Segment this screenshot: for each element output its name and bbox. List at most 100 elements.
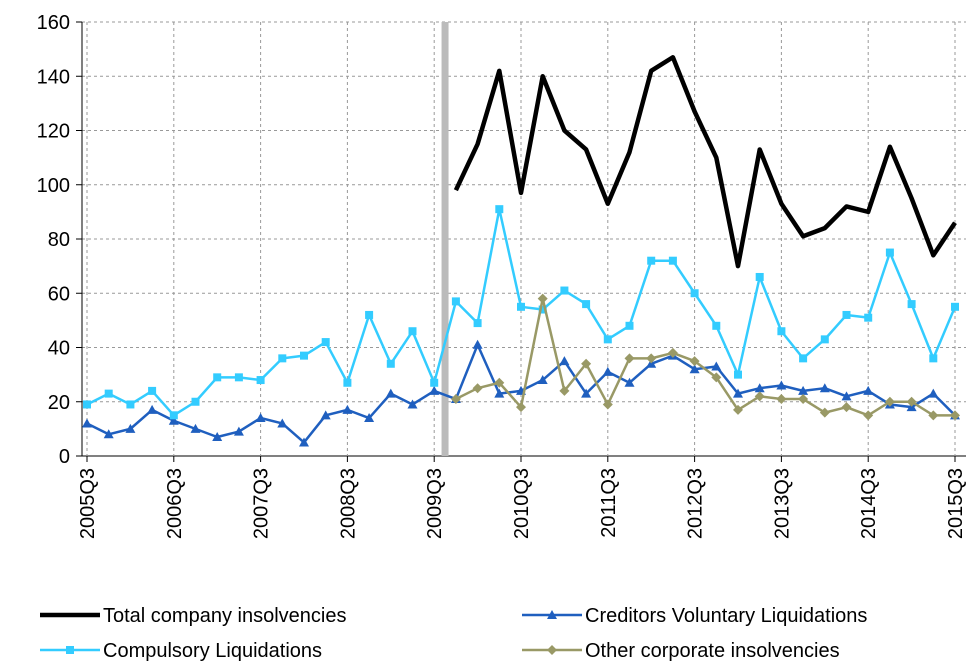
marker [820, 335, 829, 344]
marker [494, 388, 505, 398]
x-tick-label: 2011Q3 [598, 468, 620, 538]
marker [711, 372, 722, 383]
marker [776, 380, 787, 390]
marker [625, 321, 634, 330]
marker [559, 356, 570, 366]
marker [755, 272, 764, 281]
y-tick-label: 60 [48, 283, 70, 305]
marker [516, 402, 526, 413]
marker [928, 410, 939, 421]
marker [212, 432, 223, 442]
series-line [453, 55, 957, 269]
marker [559, 385, 570, 396]
y-tick-label: 40 [48, 338, 70, 360]
marker [602, 399, 613, 410]
marker [277, 418, 288, 428]
marker [754, 383, 765, 393]
y-tick-label: 120 [37, 121, 70, 143]
marker [537, 375, 548, 385]
marker [538, 305, 547, 314]
marker [125, 423, 136, 433]
marker [430, 378, 439, 387]
marker [602, 366, 613, 376]
marker [712, 321, 721, 330]
marker [233, 426, 244, 436]
x-tick-label: 2013Q3 [771, 468, 793, 539]
marker [863, 385, 874, 395]
marker [147, 404, 158, 414]
marker [646, 353, 657, 364]
marker [547, 645, 557, 655]
marker [450, 394, 461, 405]
y-tick-label: 160 [37, 12, 70, 34]
marker [256, 376, 265, 385]
marker [385, 388, 396, 398]
marker [624, 377, 635, 387]
y-tick-label: 140 [37, 66, 70, 88]
marker [365, 310, 374, 319]
legend-label: Creditors Voluntary Liquidations [585, 605, 867, 627]
marker [473, 319, 482, 328]
marker [647, 256, 656, 265]
marker [711, 361, 722, 371]
marker [906, 396, 917, 407]
marker [689, 356, 700, 367]
x-tick-label: 2007Q3 [251, 468, 273, 539]
y-tick-label: 100 [37, 175, 70, 197]
legend-label: Compulsory Liquidations [103, 640, 322, 662]
marker [841, 402, 852, 413]
marker [798, 385, 809, 395]
marker [951, 302, 959, 311]
marker [495, 205, 504, 214]
x-tick-label: 2005Q3 [77, 468, 99, 539]
marker [863, 410, 874, 421]
marker [668, 256, 677, 265]
marker [777, 327, 786, 336]
marker [408, 327, 417, 336]
marker [560, 286, 569, 295]
marker [885, 248, 894, 257]
marker [451, 297, 460, 306]
marker [191, 397, 200, 406]
marker [799, 354, 808, 363]
x-tick-label: 2012Q3 [685, 468, 707, 539]
marker [429, 385, 440, 395]
marker [582, 300, 591, 309]
marker [884, 396, 895, 407]
series-line [455, 297, 955, 417]
marker [841, 391, 852, 401]
marker [300, 351, 308, 360]
marker [83, 400, 91, 409]
x-tick-label: 2015Q3 [945, 468, 967, 539]
marker [798, 394, 809, 405]
marker [733, 404, 743, 415]
marker [690, 289, 699, 298]
marker [950, 410, 960, 421]
marker [667, 347, 678, 358]
marker [169, 411, 178, 420]
marker [624, 353, 635, 364]
marker [603, 335, 612, 344]
marker [842, 310, 851, 319]
marker [472, 383, 483, 394]
marker [494, 377, 505, 388]
marker [928, 388, 939, 398]
marker [537, 293, 548, 304]
marker [343, 378, 352, 387]
marker [754, 391, 765, 402]
marker [734, 370, 742, 379]
marker [190, 423, 201, 433]
marker [386, 359, 395, 368]
marker [472, 339, 483, 349]
marker [733, 388, 743, 398]
y-tick-label: 20 [48, 392, 70, 414]
marker [407, 399, 418, 409]
marker [104, 389, 113, 398]
marker [364, 413, 375, 423]
marker [234, 373, 243, 382]
marker [82, 418, 92, 428]
legend-label: Other corporate insolvencies [585, 640, 840, 662]
y-tick-label: 0 [59, 446, 70, 468]
marker [213, 373, 222, 382]
